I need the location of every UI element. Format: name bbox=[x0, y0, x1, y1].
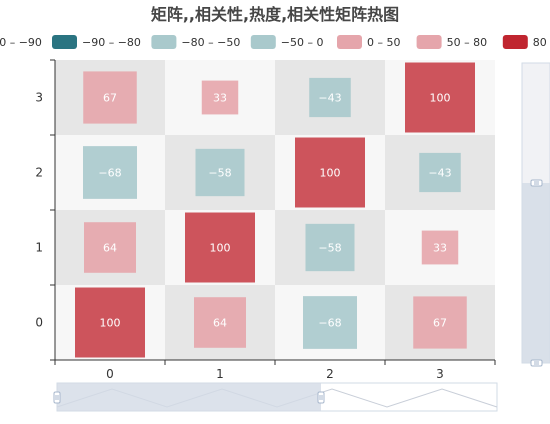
cell-value-label: −68 bbox=[318, 317, 341, 330]
heatmap-cell bbox=[295, 137, 365, 208]
y-tick-label: 3 bbox=[35, 91, 43, 105]
cell-value-label: 100 bbox=[430, 92, 451, 105]
heatmap-cell bbox=[303, 296, 357, 349]
axes: 0 1 2 3 0 1 2 3 bbox=[35, 59, 496, 381]
y-zoom-handle[interactable] bbox=[530, 359, 543, 367]
x-tick-label: 0 bbox=[106, 367, 114, 381]
legend-swatch bbox=[502, 35, 528, 49]
legend-item[interactable]: 0 – 50 bbox=[337, 35, 401, 49]
chart-title: 矩阵,,相关性,热度,相关性矩阵热图 bbox=[151, 5, 399, 24]
cell-value-label: −58 bbox=[318, 242, 341, 255]
legend-label: −100 – −90 bbox=[0, 36, 42, 49]
legend-swatch bbox=[151, 35, 177, 49]
legend-label: −50 – 0 bbox=[281, 36, 324, 49]
legend-item[interactable]: 50 – 80 bbox=[416, 35, 488, 49]
heatmap-cell bbox=[419, 152, 461, 193]
heatmap-cell bbox=[185, 212, 255, 283]
heatmap-cell bbox=[83, 71, 137, 124]
y-tick-label: 1 bbox=[35, 241, 43, 255]
legend-label: −90 – −80 bbox=[82, 36, 141, 49]
x-tick-label: 3 bbox=[436, 367, 444, 381]
heatmap-cell bbox=[201, 80, 239, 115]
heatmap-cell bbox=[305, 223, 355, 272]
legend-item[interactable]: −50 – 0 bbox=[250, 35, 324, 49]
heatmap-cell bbox=[83, 146, 137, 199]
heatmap-cell bbox=[405, 62, 475, 133]
legend-label: −80 – −50 bbox=[181, 36, 240, 49]
y-zoom-window[interactable] bbox=[522, 183, 550, 363]
x-zoom-handle[interactable] bbox=[317, 391, 325, 404]
cell-value-label: 64 bbox=[103, 242, 117, 255]
x-tick-label: 2 bbox=[326, 367, 334, 381]
heatmap-cell bbox=[194, 297, 246, 348]
cell-value-label: −43 bbox=[318, 92, 341, 105]
heatmap-cell bbox=[413, 296, 467, 349]
cell-value-label: −68 bbox=[98, 167, 121, 180]
heatmap-cell bbox=[84, 222, 136, 273]
cell-value-label: 67 bbox=[103, 92, 117, 105]
cell-value-label: 33 bbox=[213, 92, 227, 105]
legend-swatch bbox=[337, 35, 362, 49]
heatmap-cell bbox=[421, 230, 459, 265]
heatmap-cell bbox=[195, 148, 245, 197]
legend-label: 0 – 50 bbox=[367, 36, 401, 49]
legend-item[interactable]: −80 – −50 bbox=[151, 35, 240, 49]
heatmap-cell bbox=[309, 77, 351, 118]
cell-value-label: 64 bbox=[213, 317, 227, 330]
legend: −100 – −90 −90 – −80 −80 – −50 −50 – 0 0 – 5… bbox=[0, 35, 550, 49]
y-tick-label: 2 bbox=[35, 166, 43, 180]
legend-label: 80 – 90 bbox=[533, 36, 550, 49]
y-zoom-handle[interactable] bbox=[530, 179, 543, 187]
cell-value-label: −58 bbox=[208, 167, 231, 180]
cell-value-label: 100 bbox=[210, 242, 231, 255]
heatmap-cell bbox=[75, 287, 145, 358]
cell-value-label: 100 bbox=[100, 317, 121, 330]
legend-item[interactable]: 80 – 90 bbox=[502, 35, 550, 49]
legend-swatch bbox=[416, 35, 442, 49]
legend-label: 50 – 80 bbox=[447, 36, 488, 49]
cell-value-label: 33 bbox=[433, 242, 447, 255]
y-data-zoom[interactable] bbox=[521, 62, 550, 367]
x-data-zoom[interactable] bbox=[53, 382, 498, 412]
legend-swatch bbox=[52, 35, 77, 49]
cell-value-label: 100 bbox=[320, 167, 341, 180]
x-tick-label: 1 bbox=[216, 367, 224, 381]
y-tick-label: 0 bbox=[35, 316, 43, 330]
x-zoom-handle[interactable] bbox=[53, 391, 61, 404]
legend-item[interactable]: −100 – −90 bbox=[0, 35, 42, 49]
legend-item[interactable]: −90 – −80 bbox=[52, 35, 141, 49]
cell-value-label: 67 bbox=[433, 317, 447, 330]
x-zoom-window[interactable] bbox=[57, 383, 321, 411]
heatmap-cells: 100 64 −68 67 64 100 −58 33 −68 −58 100 −43 67 33 −43 1… bbox=[75, 62, 475, 358]
legend-swatch bbox=[250, 35, 276, 49]
cell-value-label: −43 bbox=[428, 167, 451, 180]
